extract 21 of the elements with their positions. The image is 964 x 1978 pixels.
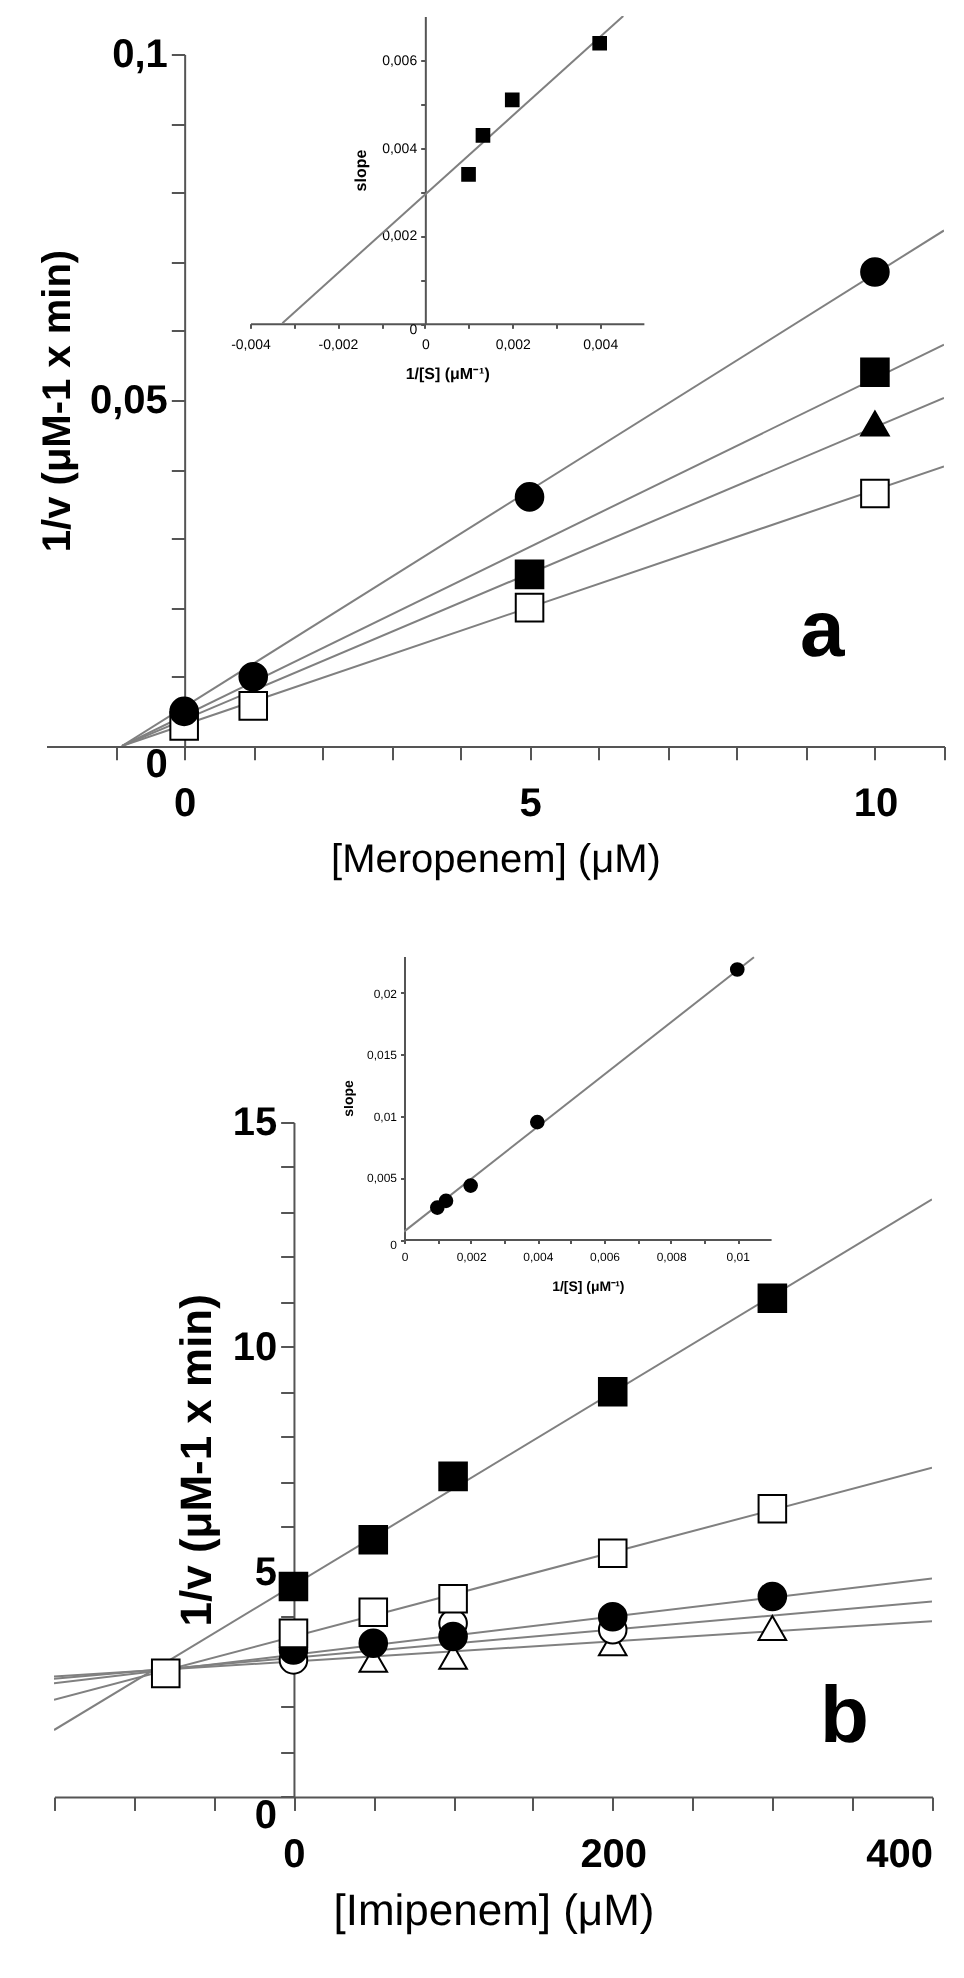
y-axis-title: slope bbox=[352, 148, 371, 192]
x-tick-label: 10 bbox=[853, 782, 899, 827]
y-tick-label: 0,1 bbox=[112, 33, 168, 77]
y-tick-label: 15 bbox=[232, 1101, 277, 1145]
y-axis-title: 1/v (μM-1 x min) bbox=[35, 249, 80, 553]
x-tick-label: 400 bbox=[865, 1832, 933, 1877]
x-axis-title: 1/[S] (μM⁻¹) bbox=[406, 365, 491, 384]
x-tick-label: 0 bbox=[174, 782, 197, 827]
x-axis-title: [Meropenem] (μM) bbox=[331, 838, 661, 883]
y-tick-label: 10 bbox=[232, 1325, 277, 1370]
x-tick-label: 5 bbox=[519, 782, 542, 827]
y-tick-label: 0,05 bbox=[89, 379, 168, 423]
x-tick-label: 200 bbox=[579, 1832, 647, 1877]
y-tick-label: 0 bbox=[254, 1793, 277, 1838]
y-tick-label: 0 bbox=[145, 743, 168, 787]
y-axis-title: 1/v (μM-1 x min) bbox=[170, 1294, 221, 1627]
annotation: b bbox=[820, 1672, 869, 1760]
x-tick-label: 0 bbox=[282, 1832, 305, 1877]
x-axis-title: [Imipenem] (μM) bbox=[332, 1884, 654, 1935]
annotation: a bbox=[800, 586, 845, 674]
y-tick-label: 5 bbox=[254, 1550, 277, 1595]
